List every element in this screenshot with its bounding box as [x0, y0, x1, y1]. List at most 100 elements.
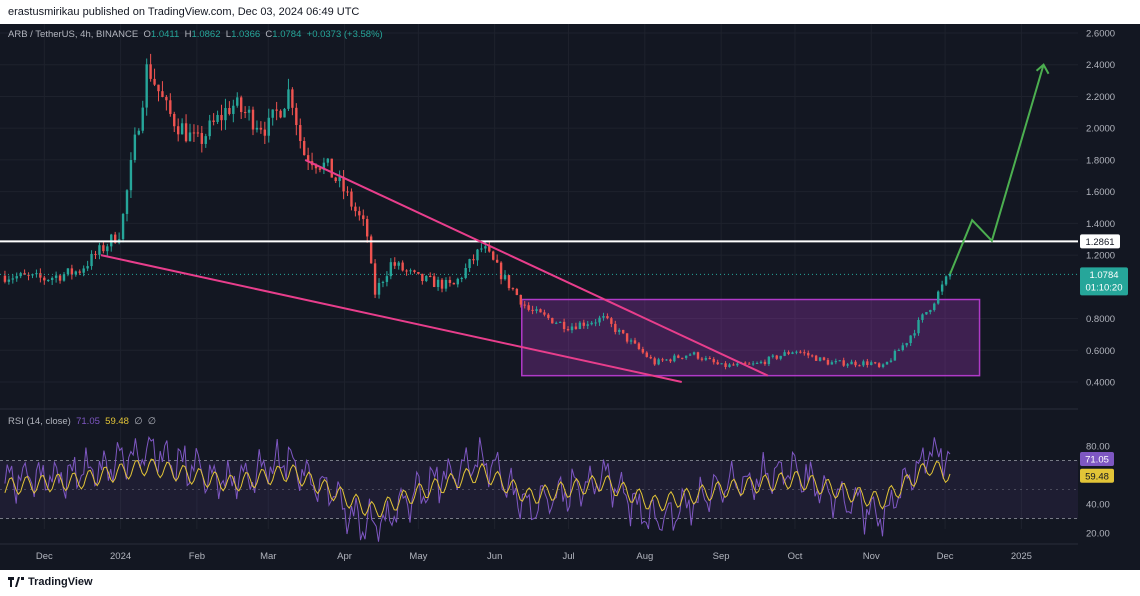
- candle-body: [464, 267, 467, 278]
- candle-body: [389, 262, 393, 277]
- rsi-pane: [0, 435, 1078, 542]
- candle-body: [417, 271, 420, 274]
- candle-body: [724, 363, 727, 368]
- time-tick-label: Jul: [562, 551, 574, 562]
- candle-body: [673, 355, 676, 362]
- candle-body: [393, 262, 396, 266]
- wedge-lower-trendline[interactable]: [100, 254, 682, 383]
- price-tick-label: 2.0000: [1086, 124, 1115, 135]
- candle-body: [7, 279, 11, 282]
- candle-body: [574, 326, 578, 330]
- candle-body: [795, 351, 798, 353]
- candle-body: [188, 132, 192, 142]
- candle-body: [334, 177, 337, 182]
- wedge-upper-trendline[interactable]: [304, 159, 769, 377]
- candle-body: [468, 259, 471, 268]
- candle-body: [165, 97, 168, 101]
- candle-body: [243, 112, 247, 114]
- candle-body: [98, 245, 101, 255]
- candle-body: [507, 275, 511, 289]
- candle-body: [318, 168, 322, 170]
- candle-body: [255, 127, 259, 130]
- candle-body: [523, 304, 526, 306]
- candle-body: [157, 84, 160, 92]
- candle-body: [578, 322, 582, 330]
- drawings[interactable]: [0, 63, 1078, 383]
- price-tick-label: 0.6000: [1086, 346, 1115, 357]
- candle-body: [586, 324, 589, 326]
- candle-body: [744, 362, 747, 364]
- candle-body: [484, 246, 487, 249]
- candle-body: [696, 352, 700, 359]
- candle-body: [771, 355, 775, 357]
- candle-body: [728, 364, 731, 368]
- candle-body: [633, 340, 637, 344]
- range-box[interactable]: [521, 298, 981, 377]
- countdown-label: 01:10:20: [1086, 282, 1123, 293]
- low-label: L: [225, 29, 232, 40]
- candle-body: [295, 107, 298, 126]
- close-label: C: [265, 29, 273, 40]
- candle-body: [153, 78, 156, 85]
- candle-body: [232, 105, 235, 114]
- candle-body: [192, 132, 196, 134]
- candle-body: [736, 363, 739, 366]
- candle-body: [54, 275, 58, 278]
- candle-body: [610, 318, 613, 324]
- candle-body: [291, 89, 294, 108]
- candle-body: [271, 109, 274, 118]
- candle-body: [499, 262, 503, 280]
- candle-body: [50, 277, 54, 281]
- candle-body: [279, 110, 282, 118]
- candle-body: [535, 309, 538, 311]
- candle-body: [645, 352, 648, 357]
- candle-body: [196, 132, 200, 134]
- candle-body: [275, 109, 278, 111]
- price-tick-label: 0.4000: [1086, 378, 1115, 389]
- header-bar: erastusmirikau published on TradingView.…: [0, 0, 1140, 24]
- projection-path[interactable]: [949, 64, 1045, 275]
- candle-body: [901, 345, 904, 351]
- time-tick-label: Oct: [788, 551, 803, 562]
- candle-body: [590, 322, 593, 325]
- symbol-title: ARB / TetherUS, 4h, BINANCE: [8, 29, 139, 40]
- price-tick-label: 1.2000: [1086, 251, 1115, 262]
- rsi-tick-label: 40.00: [1086, 500, 1110, 511]
- candle-body: [625, 333, 629, 342]
- candle-body: [113, 234, 117, 243]
- candle-body: [810, 355, 814, 357]
- candle-body: [925, 312, 928, 315]
- candle-body: [629, 340, 633, 342]
- candle-body: [594, 322, 597, 324]
- candle-body: [929, 309, 932, 313]
- candle-body: [263, 129, 267, 136]
- time-tick-label: Aug: [636, 551, 653, 562]
- candle-body: [566, 329, 570, 331]
- candle-body: [173, 113, 176, 127]
- footer-bar: [0, 570, 1140, 596]
- candle-body: [58, 275, 62, 281]
- candle-body: [539, 309, 542, 313]
- chart-frame[interactable]: 2.6000 2.4000 2.2000 2.0000 1.8000 1.6000 1.40…: [0, 24, 1140, 570]
- candle-body: [239, 97, 243, 113]
- range-box-rect[interactable]: [521, 298, 981, 377]
- tradingview-brand[interactable]: TradingView: [8, 576, 93, 588]
- candle-body: [515, 289, 519, 295]
- candle-body: [803, 352, 806, 354]
- candle-body: [897, 350, 901, 352]
- candle-body: [342, 176, 345, 192]
- candle-body: [456, 278, 459, 285]
- candle-body: [818, 357, 822, 361]
- level-badge-label: 1.2861: [1085, 237, 1114, 248]
- candle-body: [917, 319, 920, 334]
- rsi-band: [0, 460, 1078, 519]
- low-value: 1.0366: [231, 29, 261, 40]
- candle-body: [909, 335, 912, 344]
- candle-body: [889, 360, 893, 362]
- candle-body: [267, 117, 270, 136]
- candle-body: [429, 275, 432, 277]
- candle-body: [854, 361, 857, 366]
- candle-body: [755, 362, 759, 364]
- chart-canvas[interactable]: 2.6000 2.4000 2.2000 2.0000 1.8000 1.6000 1.40…: [0, 24, 1140, 570]
- rsi-tick-label: 20.00: [1086, 529, 1110, 540]
